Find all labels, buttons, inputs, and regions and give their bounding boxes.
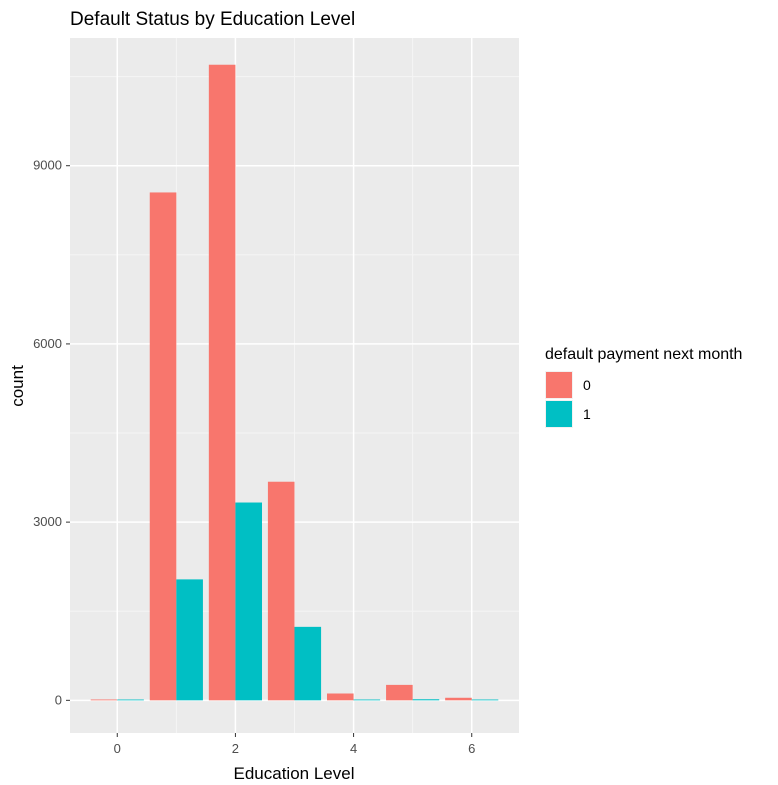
bar-series-0-x5 — [386, 684, 413, 701]
x-tick-label: 6 — [468, 741, 475, 756]
bar-series-1-x5 — [412, 699, 440, 701]
y-tick-label: 6000 — [33, 336, 62, 351]
bars — [90, 64, 499, 701]
bar-series-1-x2 — [235, 502, 263, 701]
legend-swatch-0 — [546, 372, 572, 398]
legend-title: default payment next month — [545, 346, 742, 363]
bar-series-1-x6 — [471, 699, 499, 701]
bar-series-0-x6 — [445, 697, 472, 701]
bar-series-0-x1 — [149, 192, 177, 701]
bar-series-0-x2 — [208, 64, 236, 701]
bar-series-1-x1 — [176, 579, 203, 701]
bar-series-0-x4 — [326, 693, 354, 701]
major-gridlines — [70, 38, 519, 733]
y-tick-label: 0 — [55, 692, 62, 707]
x-axis-title: Education Level — [234, 764, 355, 783]
chart-title: Default Status by Education Level — [70, 9, 355, 30]
bar-series-0-x3 — [267, 481, 295, 701]
legend-label-0: 0 — [583, 377, 591, 393]
bar-series-1-x4 — [353, 699, 381, 701]
legend-label-1: 1 — [583, 406, 591, 422]
x-tick-label: 2 — [232, 741, 239, 756]
legend: default payment next month 0 1 — [545, 346, 742, 428]
legend-swatch-1 — [546, 401, 572, 427]
bar-series-1-x0 — [117, 699, 144, 701]
y-axis: 0 3000 6000 9000 — [33, 158, 70, 707]
bar-series-1-x3 — [294, 626, 322, 701]
x-tick-label: 0 — [114, 741, 121, 756]
y-tick-label: 9000 — [33, 158, 62, 173]
y-tick-label: 3000 — [33, 514, 62, 529]
x-axis: 0 2 4 6 — [114, 733, 475, 756]
x-tick-label: 4 — [350, 741, 357, 756]
bar-series-0-x0 — [90, 699, 118, 701]
y-axis-title: count — [8, 365, 27, 407]
